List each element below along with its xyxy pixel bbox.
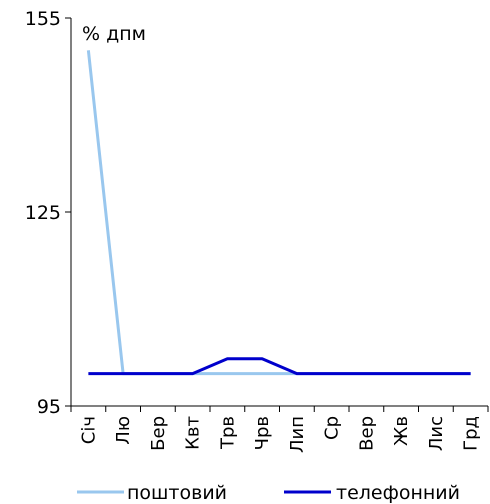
x-tick-label: Грд [461, 416, 482, 451]
y-tick-labels: 95 125 155 [25, 8, 61, 418]
series-line-postal [86, 50, 471, 376]
x-tick-labels: Січ Лю Бер Квт Трв Чрв Лип Ср Вер Жв Лис Грд [78, 416, 481, 453]
x-tick-label: Лис [426, 416, 447, 451]
x-tick-label: Чрв [252, 416, 273, 450]
unit-label: % дпм [82, 23, 146, 45]
y-tick-label: 95 [37, 396, 61, 418]
legend: поштовий телефонний [77, 482, 460, 504]
legend-label: поштовий [127, 482, 227, 504]
x-tick-label: Трв [217, 416, 238, 450]
x-tick-label: Вер [356, 416, 377, 451]
x-tick-label: Жв [391, 416, 412, 446]
legend-label: телефонний [336, 482, 460, 504]
series-lines [86, 50, 471, 376]
axes [65, 17, 489, 412]
x-tick-label: Лип [287, 416, 308, 453]
x-tick-label: Ср [322, 416, 343, 440]
x-tick-label: Бер [148, 416, 169, 451]
x-tick-label: Січ [78, 416, 99, 444]
x-tick-label: Квт [183, 416, 204, 450]
y-tick-label: 125 [25, 202, 61, 224]
series-line-telephone [88, 357, 471, 376]
y-tick-label: 155 [25, 8, 61, 30]
x-tick-label: Лю [113, 416, 134, 445]
